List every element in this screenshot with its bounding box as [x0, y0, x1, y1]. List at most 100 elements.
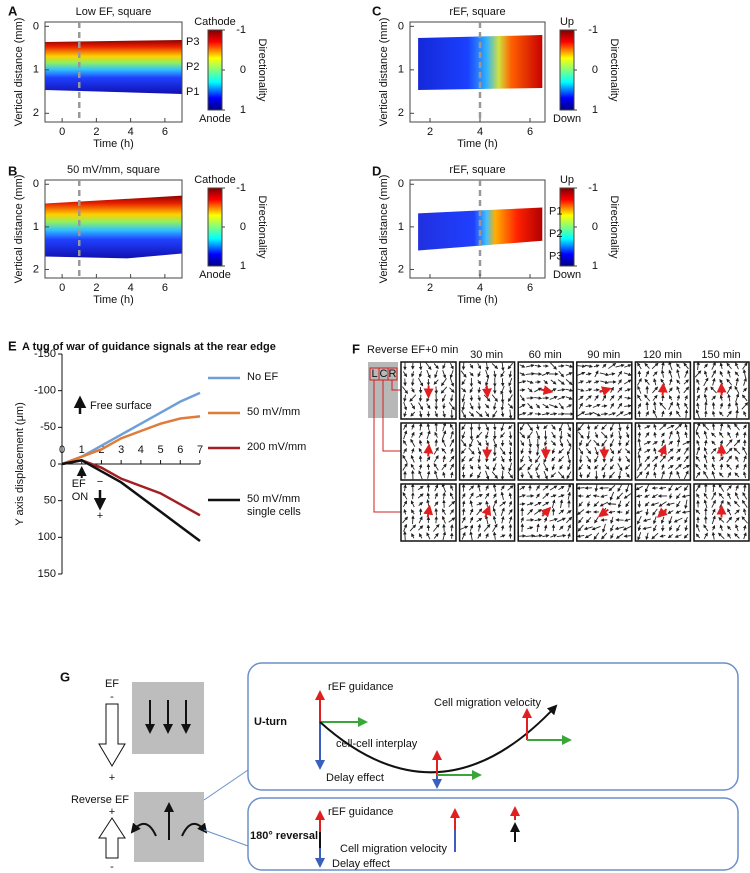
field-vector: [418, 370, 423, 378]
field-vector: [558, 448, 564, 454]
panel-title: rEF, square: [449, 6, 505, 18]
field-vector: [681, 510, 690, 514]
field-vector: [578, 431, 584, 439]
field-vector: [661, 470, 665, 479]
field-vector: [567, 524, 571, 532]
field-vector: [543, 379, 548, 385]
field-vector: [485, 361, 489, 371]
field-vector: [492, 515, 497, 524]
field-vector: [559, 464, 563, 470]
field-vector: [727, 525, 732, 531]
colorbar-bottom-label: Anode: [199, 113, 231, 125]
colorbar-tick-label: -1: [236, 24, 246, 36]
annotation: −: [97, 476, 103, 488]
field-vector: [719, 431, 724, 438]
field-vector: [518, 463, 526, 471]
field-vector: [418, 455, 423, 463]
field-vector: [652, 394, 658, 401]
field-vector: [535, 485, 540, 491]
field-vector: [696, 378, 700, 385]
field-vector: [402, 492, 408, 500]
field-vector: [461, 516, 466, 524]
field-vector: [520, 455, 524, 463]
field-vector: [727, 431, 732, 438]
field-vector: [577, 524, 584, 532]
field-vector: [735, 393, 740, 403]
field-vector: [653, 431, 657, 438]
mean-vector: [657, 382, 668, 396]
field-vector: [624, 518, 631, 522]
field-vector: [726, 455, 733, 463]
field-vector: [403, 401, 408, 411]
field-vector: [559, 499, 564, 509]
field-vector: [525, 534, 536, 538]
field-vector: [684, 409, 689, 419]
field-vector: [644, 362, 650, 369]
field-vector: [585, 494, 592, 498]
field-vector: [441, 483, 447, 493]
legend-label-text: 50 mV/mm: [247, 406, 301, 418]
g-text: Delay effect: [332, 858, 390, 870]
field-vector: [534, 501, 542, 507]
g-label: -: [110, 861, 114, 873]
field-vector: [449, 463, 454, 471]
field-vector: [567, 454, 572, 464]
field-vector: [682, 464, 690, 470]
field-vector: [735, 484, 739, 491]
field-vector: [411, 533, 415, 539]
field-vector: [615, 363, 625, 368]
field-vector: [493, 370, 497, 378]
field-vector: [551, 456, 556, 462]
field-vector: [644, 378, 650, 385]
field-vector: [542, 403, 550, 409]
field-vector: [449, 455, 455, 463]
time-label: 150 min: [701, 349, 740, 361]
field-vector: [676, 493, 681, 500]
field-vector: [642, 518, 651, 522]
field-vector: [719, 422, 724, 431]
field-vector: [601, 532, 608, 540]
field-vector: [535, 493, 540, 499]
field-vector: [610, 516, 614, 524]
field-vector: [644, 463, 651, 471]
field-vector: [617, 463, 623, 472]
field-vector: [711, 491, 716, 500]
field-vector: [742, 524, 747, 531]
field-vector: [600, 431, 608, 439]
field-vector: [586, 472, 591, 479]
field-vector: [727, 369, 731, 378]
field-vector: [669, 525, 673, 532]
field-vector: [625, 464, 631, 470]
field-vector: [558, 485, 565, 491]
field-vector: [711, 440, 716, 446]
field-vector: [703, 446, 708, 455]
panel-letter: E: [8, 338, 17, 353]
field-vector: [576, 411, 586, 417]
field-vector: [601, 463, 607, 471]
field-vector: [652, 516, 657, 525]
field-vector: [676, 430, 681, 440]
field-vector: [653, 423, 657, 430]
colorbar: [207, 29, 223, 111]
field-vector: [491, 471, 498, 479]
x-axis-label: Time (h): [457, 138, 498, 150]
field-vector: [703, 470, 709, 479]
field-vector: [727, 393, 731, 402]
field-vector: [519, 394, 525, 402]
field-vector: [461, 455, 466, 463]
field-vector: [577, 423, 584, 432]
field-vector: [703, 363, 708, 369]
field-vector: [742, 369, 747, 379]
field-vector: [567, 432, 571, 438]
field-vector: [442, 455, 446, 463]
field-vector: [578, 395, 584, 401]
field-vector: [500, 385, 505, 395]
field-vector: [592, 494, 600, 498]
colorbar-label: Directionality: [256, 196, 268, 259]
field-vector: [499, 447, 506, 456]
field-vector: [578, 472, 583, 479]
field-vector: [667, 424, 675, 430]
field-vector: [600, 412, 609, 416]
g-label: +: [109, 772, 115, 784]
field-vector: [449, 387, 455, 393]
